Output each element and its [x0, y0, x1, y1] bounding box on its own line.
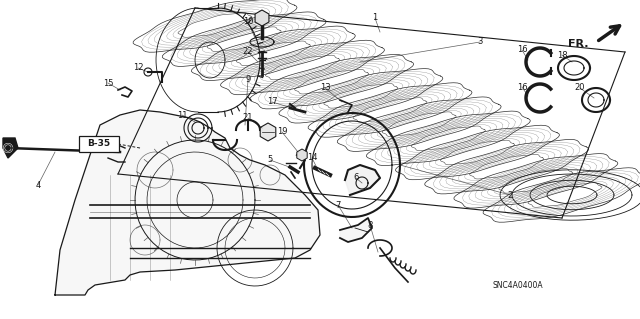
- FancyBboxPatch shape: [79, 136, 119, 152]
- Polygon shape: [3, 138, 18, 158]
- Text: 17: 17: [267, 98, 277, 107]
- Polygon shape: [345, 165, 380, 195]
- Text: 6: 6: [353, 174, 358, 182]
- Text: 16: 16: [516, 83, 527, 92]
- Text: 21: 21: [243, 114, 253, 122]
- Text: 4: 4: [35, 181, 40, 189]
- Polygon shape: [55, 110, 320, 295]
- Text: 20: 20: [575, 84, 585, 93]
- Text: 1: 1: [372, 13, 378, 23]
- Text: 5: 5: [268, 155, 273, 165]
- Text: 11: 11: [177, 110, 188, 120]
- Text: SNC4A0400A: SNC4A0400A: [493, 280, 543, 290]
- Text: 8: 8: [367, 220, 372, 229]
- Polygon shape: [340, 218, 372, 242]
- Text: 12: 12: [132, 63, 143, 72]
- Text: 19: 19: [276, 128, 287, 137]
- Text: 9: 9: [245, 76, 251, 85]
- Text: 14: 14: [307, 153, 317, 162]
- Text: 16: 16: [516, 46, 527, 55]
- Text: 13: 13: [320, 84, 330, 93]
- Text: 2: 2: [508, 190, 513, 199]
- Text: 22: 22: [243, 48, 253, 56]
- Text: 3: 3: [477, 38, 483, 47]
- Text: 15: 15: [103, 78, 113, 87]
- Text: B-35: B-35: [88, 139, 111, 149]
- Text: 10: 10: [243, 18, 253, 26]
- Text: 18: 18: [557, 50, 567, 60]
- Text: 7: 7: [335, 201, 340, 210]
- Text: FR.: FR.: [568, 39, 589, 49]
